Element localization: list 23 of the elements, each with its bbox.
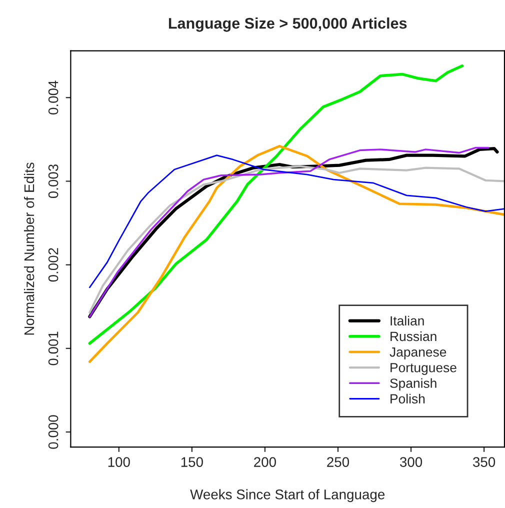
x-tick-label: 100 <box>108 457 130 467</box>
x-axis-title: Weeks Since Start of Language <box>190 489 385 502</box>
legend-label: Polish <box>390 394 425 404</box>
y-tick-label: 0.003 <box>48 164 58 198</box>
legend-label: Italian <box>390 316 424 326</box>
legend-label: Russian <box>390 331 436 342</box>
y-tick-label: 0.000 <box>48 415 58 449</box>
legend-label: Portuguese <box>390 363 456 375</box>
line-series <box>88 144 504 363</box>
y-axis-title: Normalized Number of Edits <box>24 162 34 335</box>
x-tick-label: 300 <box>400 457 422 467</box>
line-series <box>88 154 504 288</box>
chart-title: Language Size > 500,000 Articles <box>168 18 407 32</box>
x-tick-label: 200 <box>254 457 276 467</box>
x-tick-label: 350 <box>472 457 496 467</box>
y-tick-label: 0.004 <box>48 80 58 114</box>
x-tick-label: 250 <box>327 457 350 467</box>
y-tick-label: 0.001 <box>48 332 58 366</box>
legend-label: Spanish <box>390 378 436 391</box>
legend-label: Japanese <box>390 348 446 360</box>
y-tick-label: 0.002 <box>48 248 58 282</box>
x-tick-label: 150 <box>181 457 203 467</box>
line-series <box>88 64 464 345</box>
